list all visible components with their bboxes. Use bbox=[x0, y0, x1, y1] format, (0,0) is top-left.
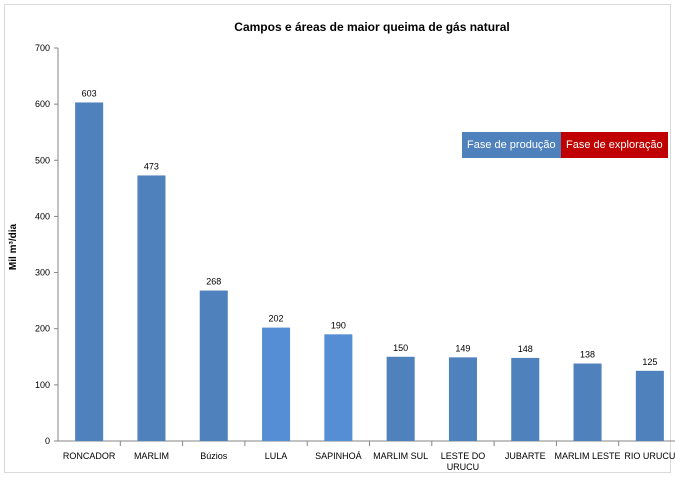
x-tick-label: MARLIM SUL bbox=[373, 451, 428, 461]
y-tick-label: 700 bbox=[35, 43, 50, 53]
chart-title: Campos e áreas de maior queima de gás na… bbox=[234, 20, 509, 34]
data-label: 138 bbox=[580, 350, 595, 360]
x-tick-label: MARLIM bbox=[134, 451, 169, 461]
x-tick-label: LULA bbox=[265, 451, 288, 461]
data-label: 190 bbox=[331, 320, 346, 330]
x-tick-label: Búzios bbox=[200, 451, 228, 461]
y-tick-label: 400 bbox=[35, 211, 50, 221]
x-axis: RONCADOR MARLIM Búzios LULA SAPINHOÁ MARLIM S… bbox=[58, 440, 675, 472]
y-tick-label: 200 bbox=[35, 324, 50, 334]
bar bbox=[75, 102, 104, 442]
data-label: 125 bbox=[642, 357, 657, 367]
data-label: 202 bbox=[269, 314, 284, 324]
bar bbox=[386, 356, 415, 441]
x-tick-label: MARLIM LESTE bbox=[555, 451, 621, 461]
data-label: 149 bbox=[455, 343, 470, 353]
y-tick-label: 0 bbox=[45, 436, 50, 446]
x-tick-label: LESTE DO bbox=[441, 451, 486, 461]
bar bbox=[573, 363, 602, 441]
y-axis: 0 100 200 300 400 500 600 700 bbox=[35, 43, 59, 446]
x-tick-label: URUCU bbox=[447, 462, 480, 472]
data-label: 268 bbox=[206, 277, 221, 287]
x-tick-label: SAPINHOÁ bbox=[315, 451, 362, 461]
bar bbox=[199, 290, 228, 441]
bar bbox=[511, 357, 540, 441]
legend-item: Fase de produção bbox=[462, 132, 561, 158]
bars: 603 473 268 202 190 150 149 148 138 125 bbox=[75, 88, 664, 442]
y-tick-label: 300 bbox=[35, 268, 50, 278]
x-tick-label: JUBARTE bbox=[505, 451, 546, 461]
bar bbox=[262, 327, 291, 441]
bar bbox=[635, 370, 664, 441]
y-axis-label: Mil m³/dia bbox=[8, 224, 19, 271]
y-tick-label: 100 bbox=[35, 380, 50, 390]
data-label: 150 bbox=[393, 343, 408, 353]
y-tick-label: 500 bbox=[35, 155, 50, 165]
bar bbox=[448, 357, 477, 441]
x-tick-label: RIO URUCU bbox=[624, 451, 675, 461]
bar bbox=[324, 334, 353, 441]
y-tick-label: 600 bbox=[35, 99, 50, 109]
data-label: 603 bbox=[82, 88, 97, 98]
data-label: 473 bbox=[144, 161, 159, 171]
bar bbox=[137, 175, 166, 442]
x-tick-label: RONCADOR bbox=[63, 451, 116, 461]
data-label: 148 bbox=[518, 344, 533, 354]
legend-item: Fase de exploração bbox=[561, 132, 668, 158]
